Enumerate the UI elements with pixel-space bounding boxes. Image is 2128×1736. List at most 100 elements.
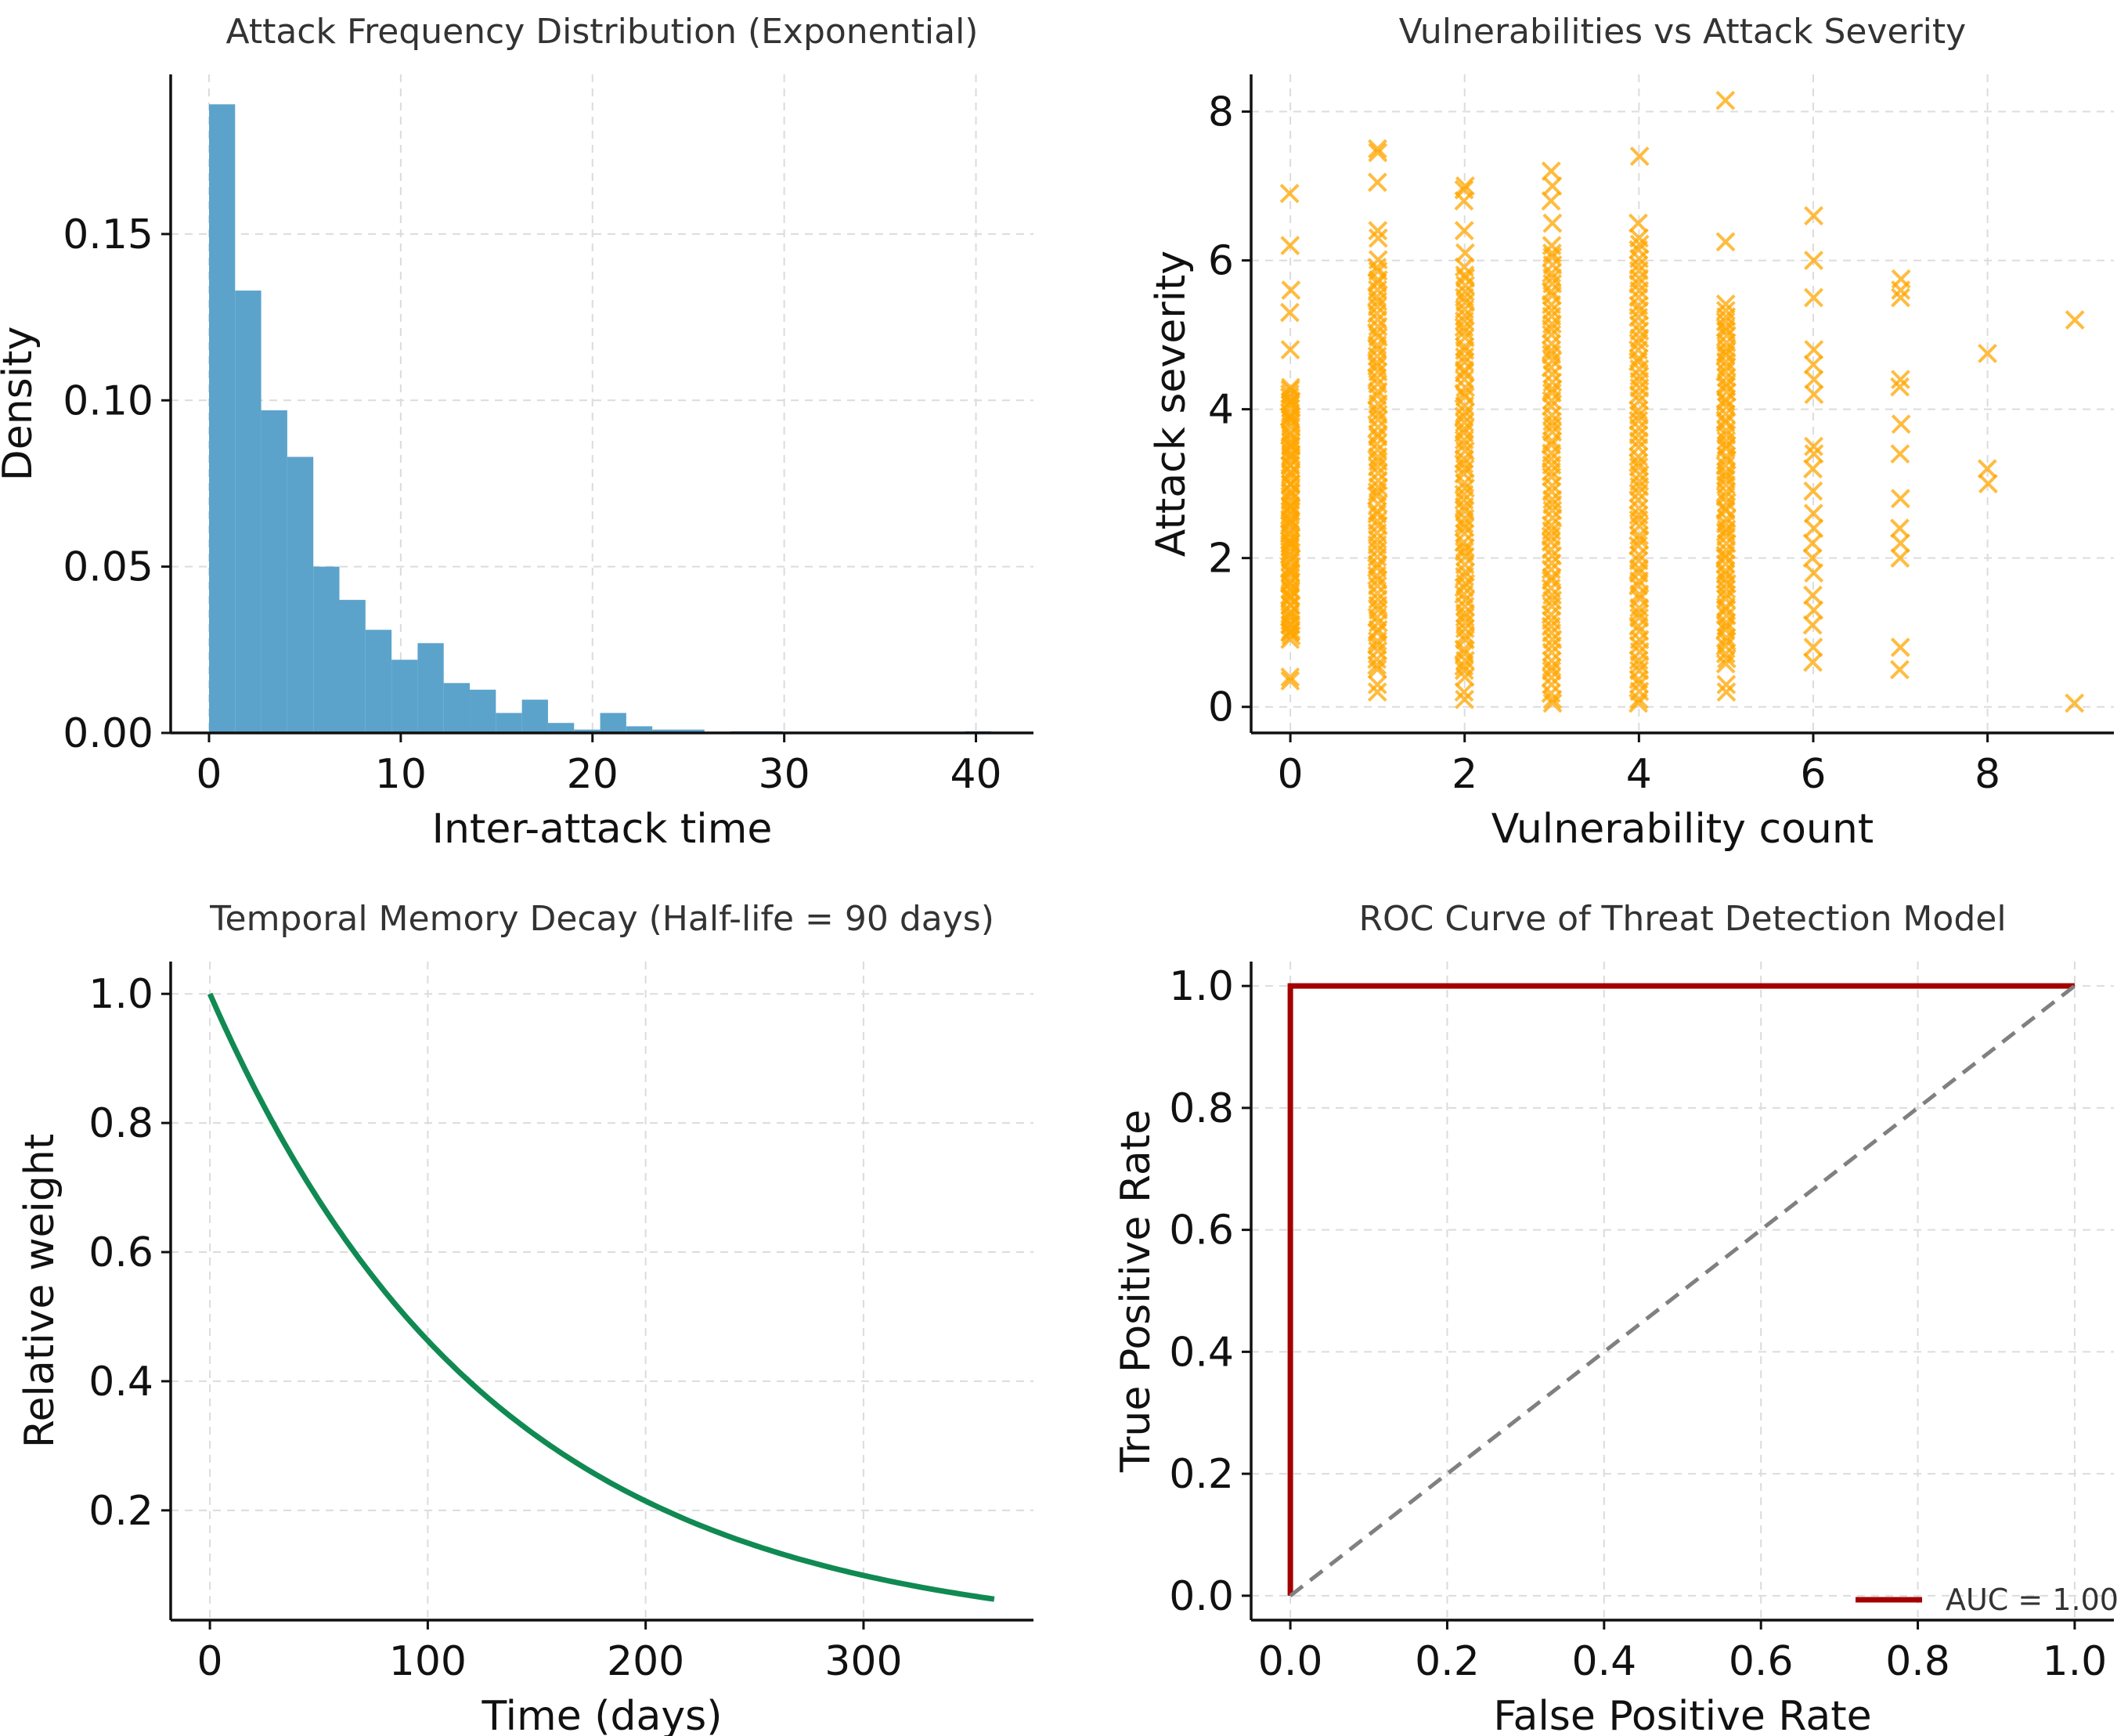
scatter-point xyxy=(1279,183,1300,204)
scatter-point xyxy=(1281,511,1300,531)
scatter-point xyxy=(1628,693,1648,713)
scatter-point xyxy=(1368,477,1388,497)
scatter-point xyxy=(1716,377,1737,397)
scatter-point xyxy=(1889,659,1910,680)
scatter-point xyxy=(1367,172,1387,193)
scatter-point xyxy=(1455,243,1475,263)
scatter-point xyxy=(1280,623,1300,643)
scatter-point xyxy=(1803,637,1823,658)
chart-title: Temporal Memory Decay (Half-life = 90 da… xyxy=(209,899,994,939)
scatter-point xyxy=(1628,295,1649,316)
x-axis-label: Time (days) xyxy=(481,1693,722,1736)
scatter-point xyxy=(1542,489,1563,510)
scatter-point xyxy=(1715,301,1736,321)
scatter-point xyxy=(1715,294,1736,314)
scatter-point xyxy=(1803,459,1823,479)
scatter-point xyxy=(1803,585,1823,605)
scatter-point xyxy=(2065,693,2085,713)
x-tick-label: 6 xyxy=(1800,751,1826,798)
x-axis-label: Vulnerability count xyxy=(1491,806,1874,853)
scatter-point xyxy=(1455,518,1475,538)
scatter-point xyxy=(1628,255,1649,275)
y-tick-label: 0.4 xyxy=(88,1359,153,1406)
scatter-point xyxy=(1629,471,1650,492)
histogram-bar xyxy=(261,410,287,733)
x-tick-label: 0 xyxy=(196,751,222,798)
x-tick-label: 0 xyxy=(1278,751,1304,798)
x-tick-label: 2 xyxy=(1452,751,1477,798)
scatter-point xyxy=(1628,315,1649,335)
scatter-point xyxy=(1454,179,1474,200)
scatter-point xyxy=(1628,213,1648,233)
scatter-point xyxy=(1280,563,1300,583)
y-tick-label: 0.6 xyxy=(88,1229,153,1276)
y-tick-label: 0.00 xyxy=(63,710,153,757)
scatter-point xyxy=(1542,693,1563,713)
scatter-point xyxy=(1367,501,1387,522)
x-tick-label: 20 xyxy=(567,751,619,798)
scatter-point xyxy=(1279,585,1300,605)
scatter-point xyxy=(2065,310,2085,330)
scatter-point xyxy=(1890,377,1910,397)
x-tick-label: 30 xyxy=(759,751,810,798)
histogram-bar xyxy=(313,566,340,733)
scatter-point xyxy=(1541,449,1561,469)
scatter-point xyxy=(1716,682,1737,702)
scatter-point xyxy=(1628,550,1649,571)
scatter-point xyxy=(1891,269,1911,289)
scatter-point xyxy=(1803,355,1823,375)
histogram-bar xyxy=(521,699,548,733)
scatter-point xyxy=(1368,139,1387,159)
x-tick-label: 0.6 xyxy=(1729,1638,1794,1685)
histogram-panel: 0 10 20 30 40 0.00 0.05 0.10 0.15 Attack Frequenc… xyxy=(0,12,1033,853)
histogram-bar xyxy=(547,723,575,733)
scatter-point xyxy=(1281,533,1301,554)
scatter-point xyxy=(1628,603,1649,623)
y-tick-label: 2 xyxy=(1208,536,1234,583)
decay-panel: 0 100 200 300 0.2 0.4 0.6 0.8 1.0 Temporal Memory… xyxy=(16,899,1033,1736)
scatter-point xyxy=(1628,689,1649,709)
scatter-point xyxy=(1804,518,1824,539)
scatter-point xyxy=(1542,411,1563,431)
roc-panel: AUC = 1.00 0.0 0.2 0.4 0.6 0.8 1.0 0.0 0.2 0.4 0.6… xyxy=(1113,899,2119,1736)
scatter-point xyxy=(1803,652,1823,673)
scatter-point xyxy=(1542,657,1562,677)
histogram-bar xyxy=(208,104,236,733)
scatter-point xyxy=(1541,161,1561,181)
scatter-point xyxy=(1715,413,1736,433)
y-tick-label: 8 xyxy=(1208,89,1234,136)
chance-line xyxy=(1289,984,2076,1597)
x-axis-label: Inter-attack time xyxy=(432,806,773,853)
scatter-point xyxy=(1542,236,1562,256)
scatter-point xyxy=(1280,340,1300,360)
scatter-point xyxy=(1978,474,1998,494)
scatter-point xyxy=(1280,496,1300,516)
scatter-point xyxy=(1367,257,1387,277)
scatter-point xyxy=(1280,671,1300,691)
x-tick-label: 0.8 xyxy=(1885,1638,1950,1685)
x-tick-label: 40 xyxy=(950,751,1001,798)
scatter-point xyxy=(1542,610,1561,630)
y-tick-label: 4 xyxy=(1208,387,1234,434)
scatter-point xyxy=(1804,600,1824,620)
scatter-point xyxy=(1280,667,1300,688)
x-tick-label: 4 xyxy=(1626,751,1652,798)
scatter-point xyxy=(1281,436,1301,457)
x-axis-label: False Positive Rate xyxy=(1493,1693,1871,1736)
y-axis-label: Relative weight xyxy=(16,1134,63,1449)
y-axis-label: Density xyxy=(0,327,41,482)
x-tick-label: 200 xyxy=(607,1638,684,1685)
scatter-point xyxy=(1542,651,1562,671)
scatter-point xyxy=(1804,251,1823,270)
scatter-point xyxy=(1628,405,1649,425)
scatter-point xyxy=(1804,206,1823,226)
scatter-point xyxy=(1368,424,1388,444)
scatter-point xyxy=(1455,402,1475,422)
scatter-point xyxy=(1891,533,1910,554)
scatter-point xyxy=(1280,236,1300,255)
scatter-point xyxy=(1542,301,1562,320)
scatter-point xyxy=(1280,392,1300,412)
histogram-bar xyxy=(443,683,471,733)
scatter-point xyxy=(1454,682,1474,702)
